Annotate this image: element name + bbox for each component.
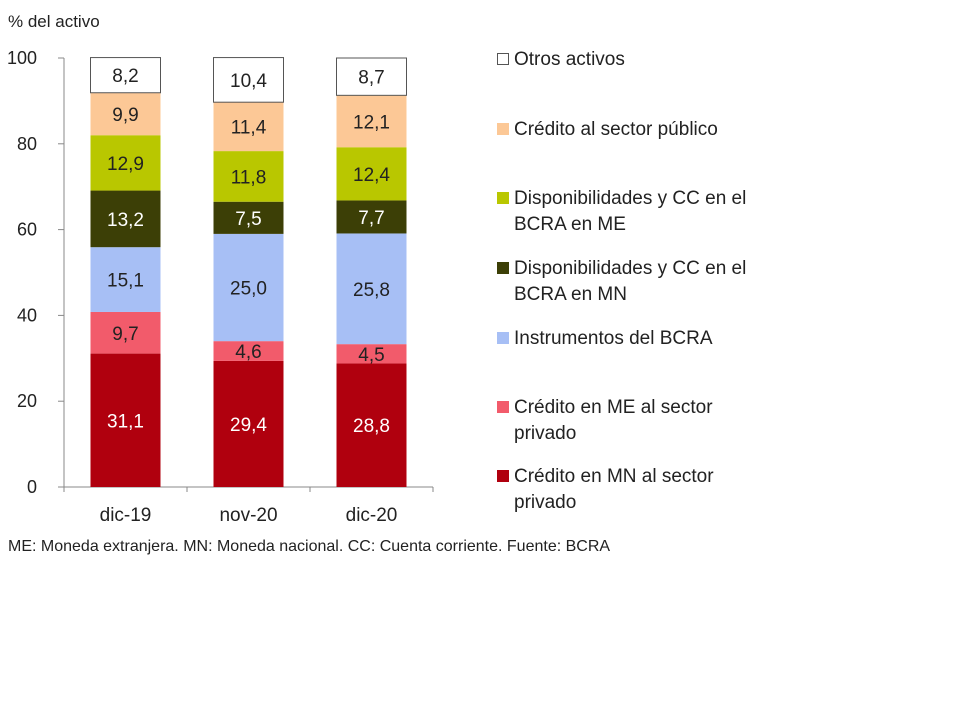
bar-segment	[336, 57, 407, 96]
data-label: 8,2	[112, 66, 138, 87]
legend-item-disponibilidades-mn: Disponibilidades y CC en el BCRA en MN	[497, 256, 797, 308]
legend-item-disponibilidades-me: Disponibilidades y CC en el BCRA en ME	[497, 186, 797, 238]
data-label: 25,0	[230, 279, 267, 300]
y-tick-label: 0	[27, 477, 37, 497]
legend-swatch	[497, 53, 509, 65]
bar-segment	[213, 151, 284, 202]
data-label: 11,4	[231, 118, 267, 139]
legend-swatch	[497, 262, 509, 274]
data-label: 8,7	[358, 68, 384, 89]
x-tick-label: dic-20	[346, 505, 398, 526]
data-label: 15,1	[107, 271, 144, 292]
legend-item-credito-sector-publico: Crédito al sector público	[497, 117, 797, 143]
legend-item-credito-me-privado: Crédito en ME al sector privado	[497, 395, 797, 447]
stacked-bar-chart: 0 20 40 60 80 100 31,1 9,7 15,1 13,2 12,9 9,9 8,2 dic…	[7, 48, 434, 526]
legend-label: Crédito en MN al sector privado	[514, 466, 714, 513]
data-label: 10,4	[230, 71, 267, 92]
data-label: 4,5	[358, 345, 384, 366]
y-tick-label: 60	[17, 220, 37, 240]
bar-segment	[336, 200, 407, 234]
legend-swatch	[497, 192, 509, 204]
bar-segment	[90, 311, 161, 354]
data-label: 7,7	[358, 208, 384, 229]
y-axis-unit-label: % del activo	[8, 12, 100, 31]
data-label: 12,4	[353, 165, 390, 186]
data-label: 12,9	[107, 154, 144, 175]
data-label: 7,5	[235, 209, 261, 230]
data-label: 11,8	[231, 167, 267, 188]
legend-label: Instrumentos del BCRA	[514, 328, 713, 349]
bar-segment	[90, 190, 161, 248]
bar-segment	[336, 363, 407, 487]
bar-segment	[336, 344, 407, 364]
y-tick-label: 20	[17, 391, 37, 411]
legend-item-otros-activos: Otros activos	[497, 47, 797, 73]
y-tick-label: 80	[17, 134, 37, 154]
legend-label: Crédito al sector público	[514, 119, 718, 140]
data-label: 9,9	[112, 105, 138, 126]
y-tick-label: 40	[17, 305, 37, 325]
bar-segment	[213, 57, 284, 103]
bar-segment	[90, 92, 161, 136]
bar-segment	[90, 353, 161, 487]
x-tick-label: dic-19	[100, 505, 152, 526]
data-label: 13,2	[107, 210, 144, 231]
bar-segment	[213, 201, 284, 234]
legend-swatch	[497, 470, 509, 482]
bar-segment	[90, 57, 161, 94]
legend-label: Disponibilidades y CC en el BCRA en MN	[514, 258, 747, 305]
legend-label: Otros activos	[514, 49, 625, 70]
bar-segment	[336, 95, 407, 148]
y-tick-label: 100	[7, 48, 37, 68]
bar-segment	[336, 147, 407, 201]
legend-label: Disponibilidades y CC en el BCRA en ME	[514, 188, 747, 235]
chart-footnote: ME: Moneda extranjera. MN: Moneda nacion…	[8, 538, 611, 555]
legend-item-credito-mn-privado: Crédito en MN al sector privado	[497, 464, 797, 516]
bar-segment	[213, 102, 284, 152]
legend-item-instrumentos-bcra: Instrumentos del BCRA	[497, 326, 797, 352]
bar-segment	[90, 135, 161, 191]
data-label: 31,1	[107, 411, 144, 432]
bar-segment	[90, 247, 161, 312]
data-label: 25,8	[353, 280, 390, 301]
bar-segment	[336, 233, 407, 345]
x-tick-label: nov-20	[219, 505, 277, 526]
legend-swatch	[497, 401, 509, 413]
legend-swatch	[497, 123, 509, 135]
bar-segment	[213, 341, 284, 361]
bar-segment	[213, 360, 284, 487]
data-label: 9,7	[112, 324, 138, 345]
data-label: 28,8	[353, 416, 390, 437]
data-label: 12,1	[353, 112, 390, 133]
legend-swatch	[497, 332, 509, 344]
legend-label: Crédito en ME al sector privado	[514, 397, 713, 444]
data-label: 4,6	[235, 342, 261, 363]
bar-segment	[213, 233, 284, 342]
data-label: 29,4	[230, 415, 267, 436]
